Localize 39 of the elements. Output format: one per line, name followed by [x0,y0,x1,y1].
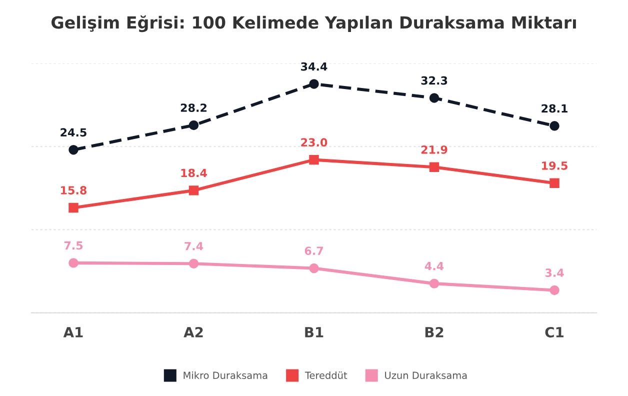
legend-label: Uzun Duraksama [385,371,467,380]
chart-title: Gelişim Eğrisi: 100 Kelimede Yapılan Duraksama Miktarı [52,15,576,32]
legend-label: Tereddüt [304,371,348,380]
point [68,202,78,213]
data-label: 34.4 [301,62,328,71]
data-label: 28.1 [542,104,568,113]
x-tick-label: B1 [305,327,324,338]
data-label: 21.9 [421,145,448,154]
point [188,258,199,268]
point [188,186,199,196]
data-label: 3.4 [545,268,564,277]
data-label: 15.8 [61,186,87,194]
point [429,162,440,172]
x-tick-label: B2 [425,326,444,338]
data-label: 7.5 [64,241,83,250]
data-label: 6.7 [304,246,323,255]
data-label: 32.3 [421,76,448,85]
point [68,144,78,155]
x-tick-label: C1 [545,326,564,338]
point [68,258,78,268]
data-label: 4.4 [424,262,444,270]
point [188,120,199,130]
point [309,154,319,165]
point [429,93,440,103]
point [550,121,560,131]
point [550,178,560,188]
point [550,285,560,296]
data-label: 24.5 [60,128,86,137]
data-label: 23.0 [301,138,328,147]
data-label: 7.4 [184,242,204,250]
x-tick-label: A2 [184,326,203,338]
data-label: 28.2 [180,104,206,112]
legend-label: Mikro Duraksama [184,371,268,380]
point [429,278,440,288]
point [309,79,319,89]
point [309,263,319,274]
data-label: 18.4 [181,168,207,178]
x-tick-label: A1 [63,327,83,338]
data-label: 19.5 [542,161,568,170]
